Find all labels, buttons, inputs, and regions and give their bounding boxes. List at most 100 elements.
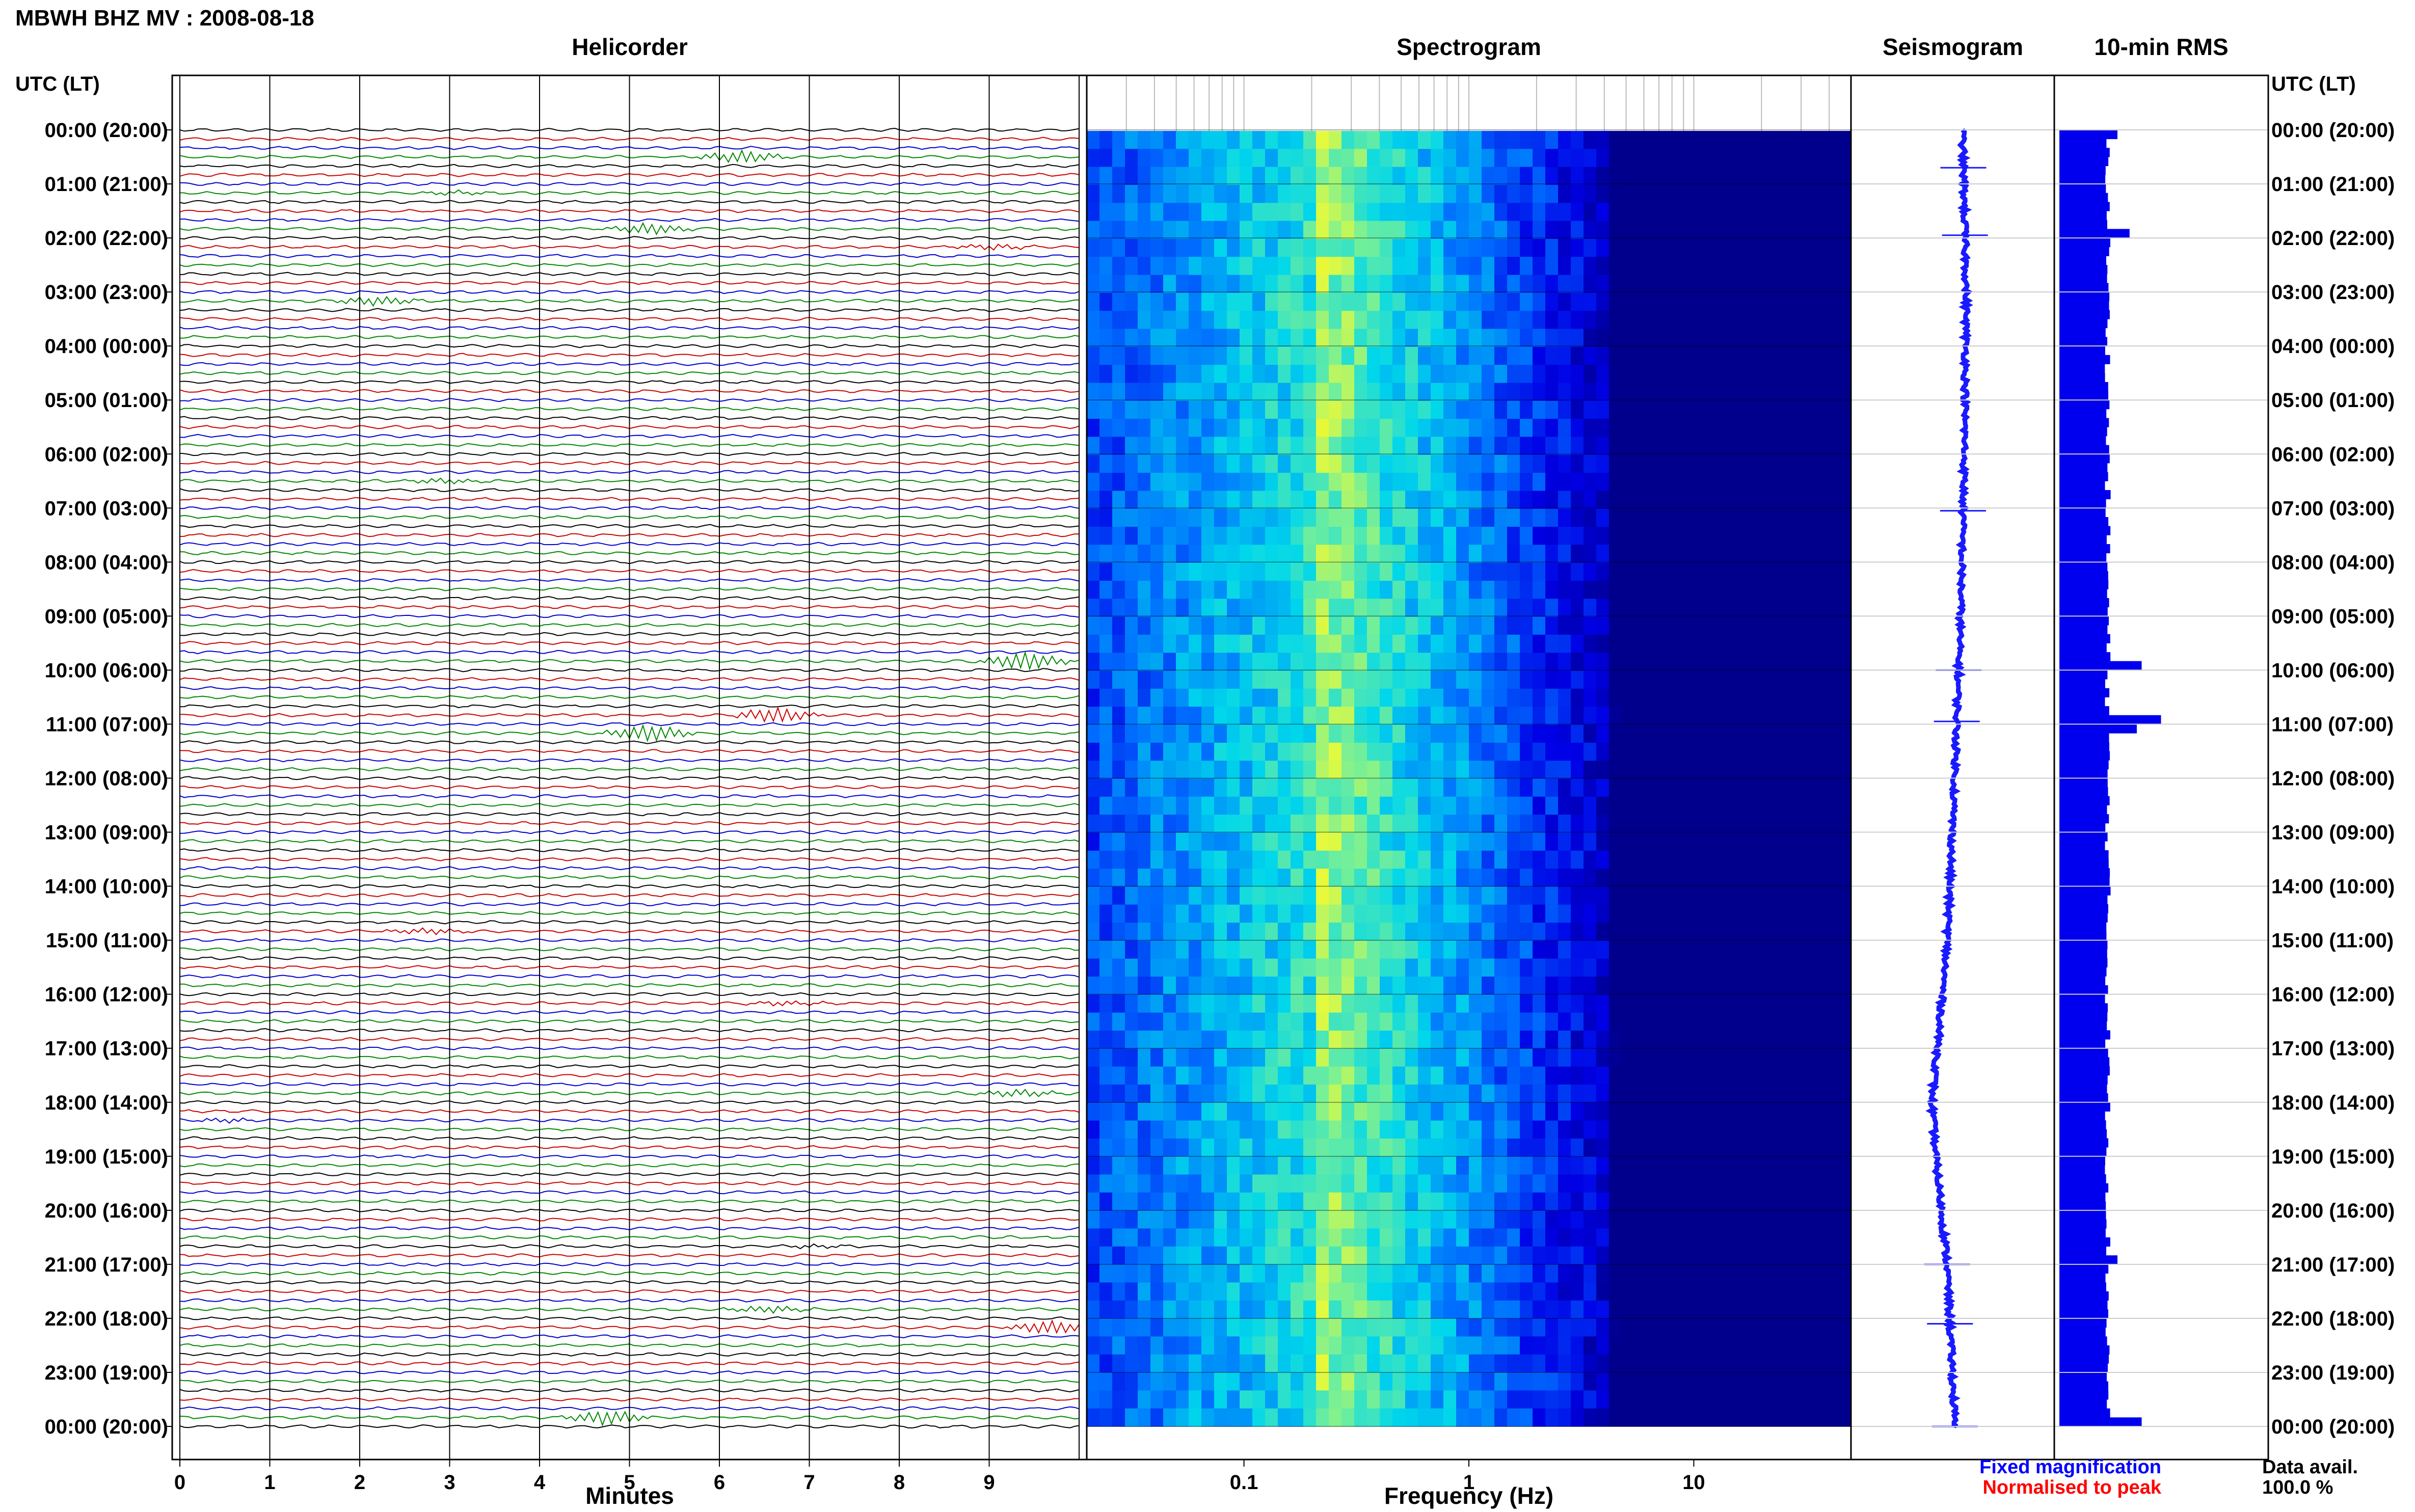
spectrogram-cell (1367, 185, 1380, 203)
spectrogram-cell (1418, 346, 1431, 365)
spectrogram-cell (1685, 473, 1699, 491)
spectrogram-cell (1392, 815, 1406, 833)
spectrogram-cell (1341, 1156, 1355, 1175)
spectrogram-cell (1698, 1354, 1711, 1373)
spectrogram-cell (1520, 1084, 1533, 1103)
spectrogram-cell (1762, 400, 1775, 419)
spectrogram-cell (1443, 1174, 1457, 1193)
spectrogram-cell (1278, 1156, 1291, 1175)
spectrogram-cell (1787, 761, 1801, 779)
rms-bar (2059, 886, 2111, 896)
spectrogram-cell (1482, 527, 1495, 545)
spectrogram-cell (1813, 778, 1826, 797)
spectrogram-cell (1112, 365, 1125, 384)
time-label-left: 13:00 (09:00) (45, 822, 168, 844)
spectrogram-cell (1341, 977, 1355, 995)
spectrogram-cell (1609, 688, 1622, 707)
spectrogram-cell (1176, 454, 1189, 473)
spectrogram-cell (1214, 437, 1227, 455)
spectrogram-cell (1507, 1282, 1520, 1301)
spectrogram-cell (1316, 1174, 1329, 1193)
spectrogram-cell (1634, 599, 1648, 617)
spectrogram-cell (1762, 292, 1775, 311)
spectrogram-cell (1265, 419, 1278, 437)
spectrogram-cell (1711, 581, 1724, 599)
spectrogram-cell (1252, 1048, 1266, 1067)
spectrogram-cell (1214, 365, 1227, 384)
spectrogram-cell (1469, 742, 1482, 761)
spectrogram-cell (1087, 1390, 1100, 1409)
spectrogram-cell (1418, 365, 1431, 384)
spectrogram-cell (1392, 653, 1406, 671)
spectrogram-cell (1813, 1318, 1826, 1337)
spectrogram-cell (1176, 724, 1189, 743)
spectrogram-cell (1392, 724, 1406, 743)
spectrogram-cell (1622, 994, 1635, 1013)
spectrogram-cell (1443, 1282, 1457, 1301)
rms-bar (2059, 418, 2109, 427)
spectrogram-cell (1456, 869, 1469, 887)
spectrogram-cell (1354, 1156, 1367, 1175)
spectrogram-cell (1673, 1210, 1686, 1229)
spectrogram-cell (1278, 1300, 1291, 1319)
spectrogram-cell (1482, 796, 1495, 815)
spectrogram-cell (1711, 1012, 1724, 1031)
spectrogram-cell (1647, 329, 1660, 347)
spectrogram-cell (1762, 1120, 1775, 1139)
spectrogram-cell (1341, 1210, 1355, 1229)
spectrogram-cell (1482, 886, 1495, 905)
spectrogram-cell (1112, 761, 1125, 779)
spectrogram-cell (1838, 1408, 1852, 1427)
spectrogram-cell (1685, 1246, 1699, 1265)
spectrogram-cell (1826, 149, 1839, 168)
spectrogram-cell (1329, 1084, 1342, 1103)
spectrogram-cell (1558, 886, 1571, 905)
spectrogram-cell (1418, 437, 1431, 455)
spectrogram-cell (1584, 1192, 1597, 1211)
spectrogram-cell (1176, 1102, 1189, 1121)
spectrogram-cell (1749, 707, 1762, 725)
spectrogram-cell (1240, 437, 1253, 455)
spectrogram-cell (1545, 977, 1559, 995)
spectrogram-cell (1303, 653, 1317, 671)
spectrogram-cell (1736, 365, 1750, 384)
spectrogram-cell (1596, 1048, 1609, 1067)
spectrogram-cell (1176, 1372, 1189, 1391)
spectrogram-cell (1443, 454, 1457, 473)
spectrogram-cell (1316, 904, 1329, 923)
spectrogram-cell (1150, 1084, 1164, 1103)
spectrogram-cell (1354, 167, 1367, 185)
spectrogram-cell (1112, 599, 1125, 617)
spectrogram-cell (1533, 1228, 1546, 1247)
spectrogram-cell (1494, 1336, 1508, 1355)
spectrogram-cell (1634, 131, 1648, 149)
spectrogram-cell (1316, 149, 1329, 168)
spectrogram-cell (1176, 275, 1189, 293)
spectrogram-cell (1571, 1138, 1584, 1157)
spectrogram-cell (1380, 958, 1393, 977)
spectrogram-cell (1494, 473, 1508, 491)
spectrogram-cell (1584, 886, 1597, 905)
spectrogram-cell (1303, 1318, 1317, 1337)
rms-bar (2059, 1264, 2109, 1274)
spectrogram-cell (1736, 454, 1750, 473)
spectrogram-cell (1482, 437, 1495, 455)
spectrogram-cell (1392, 832, 1406, 851)
spectrogram-cell (1265, 1390, 1278, 1409)
spectrogram-cell (1252, 275, 1266, 293)
spectrogram-cell (1749, 491, 1762, 509)
spectrogram-cell (1813, 1102, 1826, 1121)
spectrogram-cell (1838, 707, 1852, 725)
spectrogram-cell (1138, 203, 1151, 222)
spectrogram-cell (1125, 400, 1138, 419)
spectrogram-cell (1558, 653, 1571, 671)
spectrogram-cell (1240, 1031, 1253, 1049)
spectrogram-cell (1240, 904, 1253, 923)
spectrogram-cell (1558, 1318, 1571, 1337)
spectrogram-cell (1443, 238, 1457, 257)
rms-bar (2059, 895, 2108, 905)
rms-bar (2059, 967, 2107, 977)
spectrogram-cell (1176, 1264, 1189, 1283)
spectrogram-cell (1749, 1084, 1762, 1103)
spectrogram-cell (1405, 203, 1418, 222)
